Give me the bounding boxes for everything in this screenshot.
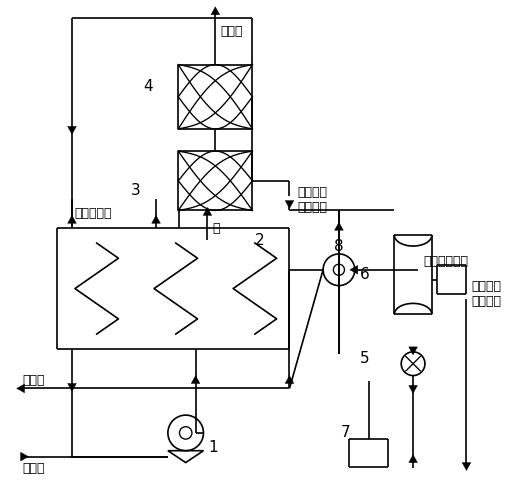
Text: 5: 5 xyxy=(360,352,369,366)
Polygon shape xyxy=(285,200,294,208)
Polygon shape xyxy=(350,266,358,274)
Text: 2: 2 xyxy=(255,232,265,248)
Polygon shape xyxy=(409,454,417,462)
Polygon shape xyxy=(285,376,294,384)
Text: 二氧化碳
混合余气: 二氧化碳 混合余气 xyxy=(297,186,328,214)
Polygon shape xyxy=(67,216,76,224)
Polygon shape xyxy=(67,384,76,392)
Text: 6: 6 xyxy=(360,267,369,282)
Polygon shape xyxy=(335,222,343,230)
Polygon shape xyxy=(152,216,160,224)
Polygon shape xyxy=(67,126,76,134)
Polygon shape xyxy=(191,376,200,384)
Polygon shape xyxy=(462,462,471,470)
Text: 水: 水 xyxy=(213,222,220,234)
Text: 3: 3 xyxy=(131,183,141,198)
Polygon shape xyxy=(17,384,25,393)
Text: 液态二氧
化碳产出: 液态二氧 化碳产出 xyxy=(472,280,501,308)
Text: 甲醇水: 甲醇水 xyxy=(22,462,45,474)
Text: 7: 7 xyxy=(341,426,351,440)
Text: 1: 1 xyxy=(208,440,218,455)
Text: 氢气混合余气: 氢气混合余气 xyxy=(423,256,468,268)
Polygon shape xyxy=(203,208,212,216)
Text: 4: 4 xyxy=(144,80,153,94)
Polygon shape xyxy=(20,452,29,461)
Polygon shape xyxy=(211,7,220,14)
Polygon shape xyxy=(409,386,417,394)
Text: 甲醇水蒸汽: 甲醇水蒸汽 xyxy=(74,207,111,220)
Polygon shape xyxy=(409,347,417,355)
Text: 纯氢气: 纯氢气 xyxy=(220,24,243,38)
Text: 8: 8 xyxy=(334,238,343,254)
Text: 纯氢气: 纯氢气 xyxy=(22,374,45,387)
